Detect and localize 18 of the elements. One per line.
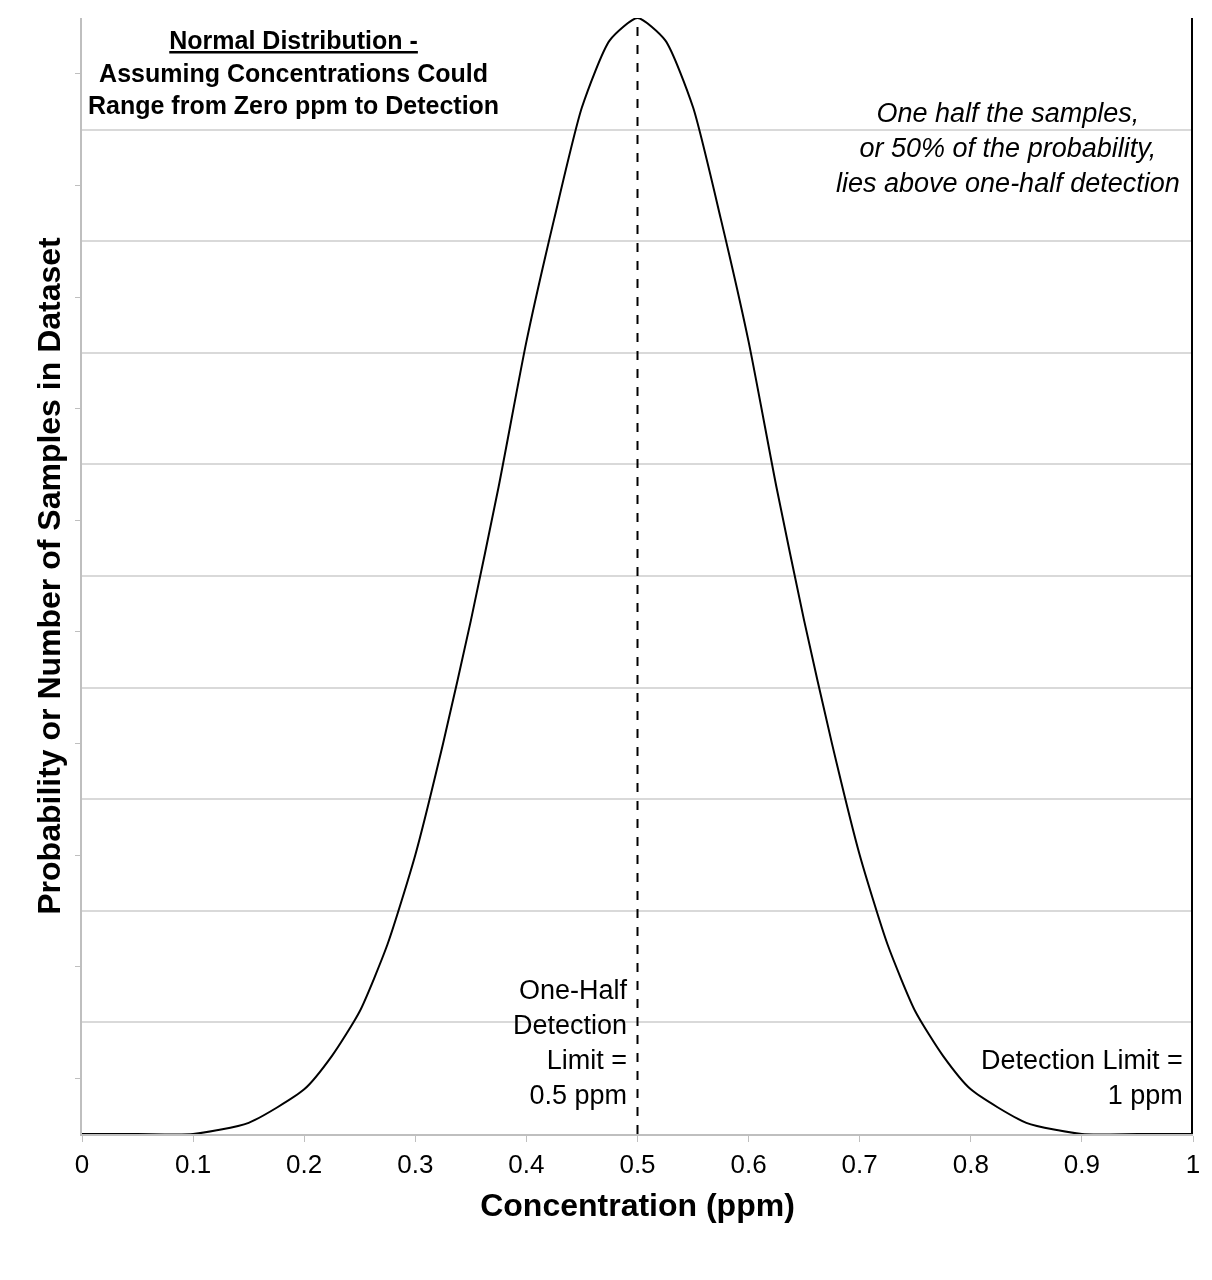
x-tick-label: 0.7 xyxy=(841,1149,878,1180)
x-tick-label: 0 xyxy=(74,1149,90,1180)
ref-line-label: One-Half Detection Limit = 0.5 ppm xyxy=(513,975,628,1111)
x-tick-label: 1 xyxy=(1185,1149,1201,1180)
x-tick-label: 0.1 xyxy=(175,1149,212,1180)
x-tick-label: 0.4 xyxy=(508,1149,545,1180)
x-tick-label: 0.8 xyxy=(952,1149,989,1180)
x-tick-label: 0.5 xyxy=(619,1149,656,1180)
x-tick-label: 0.2 xyxy=(286,1149,323,1180)
x-axis-title: Concentration (ppm) xyxy=(480,1186,795,1223)
annotation: One half the samples, or 50% of the probability, lies above one-half detection xyxy=(836,98,1180,199)
x-tick-label: 0.6 xyxy=(730,1149,767,1180)
ref-line-label: Detection Limit = 1 ppm xyxy=(981,1045,1183,1111)
text: Assuming Concentrations Could Range from Zero ppm to Detection xyxy=(88,58,500,119)
y-axis-title: Probability or Number of Samples in Dataset xyxy=(30,236,67,915)
chart-title: Normal Distribution - xyxy=(169,26,418,54)
x-tick-label: 0.3 xyxy=(397,1149,434,1180)
x-tick-label: 0.9 xyxy=(1063,1149,1100,1180)
